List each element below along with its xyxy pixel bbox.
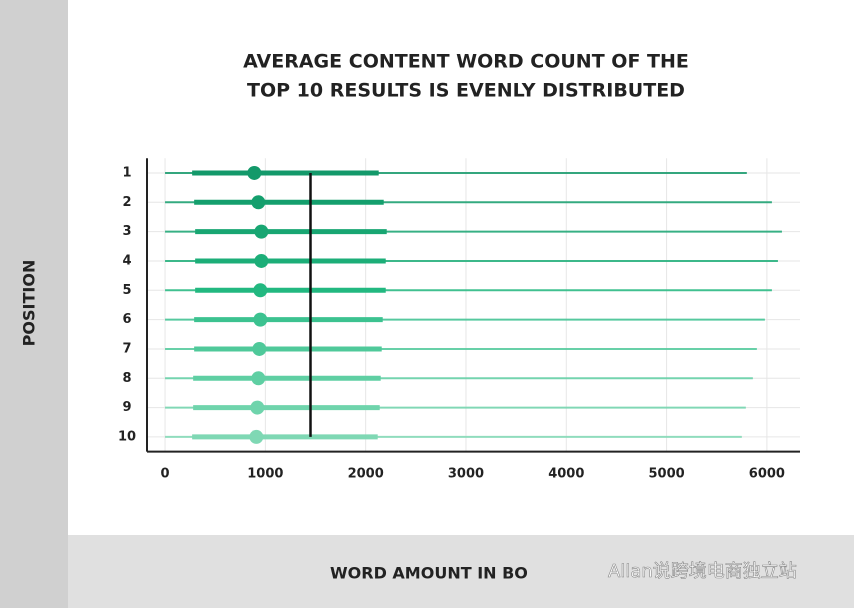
y-axis-label: POSITION bbox=[20, 260, 39, 347]
x-tick-label: 5000 bbox=[648, 467, 684, 482]
y-tick-label: 8 bbox=[122, 371, 131, 386]
side-band bbox=[0, 0, 68, 608]
median bbox=[250, 400, 265, 415]
median bbox=[253, 283, 268, 298]
x-tick-label: 3000 bbox=[448, 467, 484, 482]
y-tick-label: 7 bbox=[122, 341, 131, 356]
median bbox=[247, 165, 262, 180]
watermark: Allan说跨境电商独立站 bbox=[608, 561, 797, 582]
y-tick-label: 9 bbox=[122, 400, 131, 415]
x-tick-label: 2000 bbox=[348, 467, 384, 482]
median bbox=[251, 371, 266, 386]
y-tick-label: 5 bbox=[122, 283, 131, 298]
bottom-band bbox=[68, 535, 854, 608]
y-tick-label: 10 bbox=[118, 429, 136, 444]
y-tick-label: 4 bbox=[122, 253, 131, 268]
median bbox=[254, 224, 269, 239]
x-tick-label: 4000 bbox=[548, 467, 584, 482]
median bbox=[251, 195, 266, 210]
chart-title: TOP 10 RESULTS IS EVENLY DISTRIBUTED bbox=[247, 80, 685, 102]
y-tick-label: 6 bbox=[122, 312, 131, 327]
y-tick-label: 2 bbox=[122, 195, 131, 210]
y-tick-label: 1 bbox=[122, 165, 131, 180]
median bbox=[252, 341, 267, 356]
median bbox=[249, 429, 264, 444]
x-axis-label: WORD AMOUNT IN BO bbox=[330, 564, 528, 583]
chart-title: AVERAGE CONTENT WORD COUNT OF THE bbox=[243, 51, 689, 73]
x-tick-label: 1000 bbox=[247, 467, 283, 482]
x-tick-label: 6000 bbox=[749, 467, 785, 482]
median bbox=[254, 253, 269, 268]
x-tick-label: 0 bbox=[161, 467, 170, 482]
median bbox=[253, 312, 268, 327]
y-tick-label: 3 bbox=[122, 224, 131, 239]
